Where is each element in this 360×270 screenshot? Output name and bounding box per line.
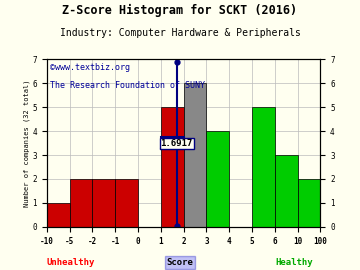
Text: 1.6917: 1.6917 [161, 139, 193, 148]
Text: Healthy: Healthy [275, 258, 313, 267]
Bar [161, 107, 184, 227]
Bar [275, 155, 298, 227]
Text: ©www.textbiz.org: ©www.textbiz.org [50, 63, 130, 72]
Text: Z-Score Histogram for SCKT (2016): Z-Score Histogram for SCKT (2016) [62, 4, 298, 17]
Y-axis label: Number of companies (32 total): Number of companies (32 total) [23, 79, 30, 207]
Text: Unhealthy: Unhealthy [47, 258, 95, 267]
Bar [298, 179, 320, 227]
Bar [69, 179, 93, 227]
Bar [206, 131, 229, 227]
Text: Score: Score [167, 258, 193, 267]
Bar [184, 83, 206, 227]
Text: Industry: Computer Hardware & Peripherals: Industry: Computer Hardware & Peripheral… [59, 28, 301, 38]
Text: The Research Foundation of SUNY: The Research Foundation of SUNY [50, 81, 204, 90]
Bar [47, 203, 69, 227]
Bar [252, 107, 275, 227]
Bar [93, 179, 115, 227]
Bar [115, 179, 138, 227]
